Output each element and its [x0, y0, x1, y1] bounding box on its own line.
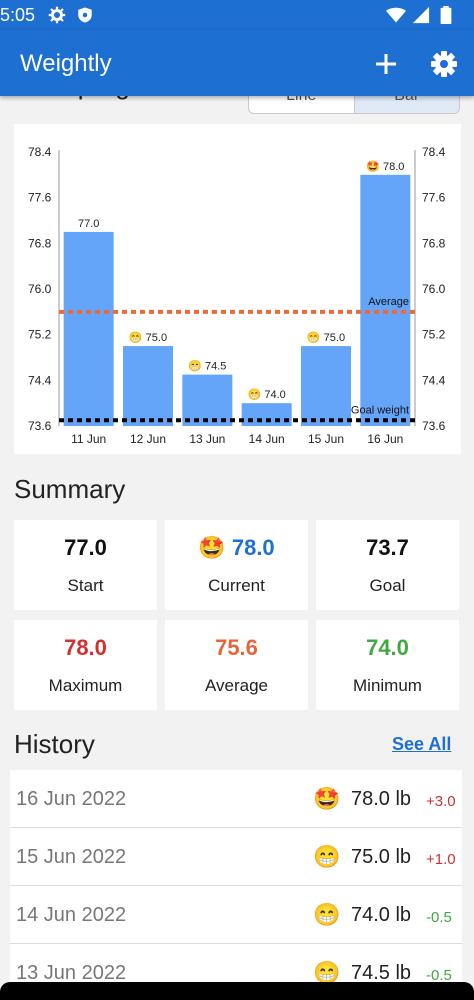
history-delta: -0.5	[426, 967, 452, 984]
stat-value: 🤩 78.0	[165, 535, 308, 561]
data-label: 🤩 78.0	[366, 160, 404, 173]
settings-status-icon	[48, 6, 66, 24]
average-label: Average	[368, 296, 409, 308]
stat-emoji: 🤩	[198, 535, 226, 560]
x-tick-label: 14 Jun	[249, 432, 285, 446]
start-stat-card: 77.0 Start	[14, 520, 157, 610]
settings-button[interactable]	[428, 48, 460, 80]
stat-label: Current	[208, 576, 265, 595]
history-weight: 74.0 lb	[351, 904, 412, 926]
history-delta: +1.0	[426, 851, 456, 868]
stat-number: 75.6	[215, 635, 258, 660]
history-row[interactable]: 16 Jun 2022 🤩 78.0 lb +3.0	[10, 770, 462, 828]
stat-label: Minimum	[353, 676, 422, 695]
data-label: 😁 75.0	[307, 331, 345, 344]
history-delta: -0.5	[426, 909, 452, 926]
weight-bar-chart: 78.4 78.4 77.6 77.6 76.8 76.8 76.0 76.0 75.2 75.2…	[28, 145, 446, 446]
y-tick-label-right: 78.4	[422, 145, 446, 159]
history-date: 13 Jun 2022	[16, 962, 127, 984]
y-tick-label-left: 78.4	[28, 145, 52, 159]
signal-icon	[412, 6, 430, 24]
y-tick-label-left: 76.8	[28, 236, 52, 250]
x-tick-label: 16 Jun	[367, 432, 403, 446]
plus-icon	[376, 54, 396, 74]
history-row[interactable]: 14 Jun 2022 😁 74.0 lb -0.5	[10, 886, 462, 944]
stat-value: 78.0	[14, 635, 157, 661]
data-bar	[241, 403, 292, 426]
history-title: History	[14, 729, 95, 759]
y-tick-label-left: 73.6	[28, 419, 52, 433]
gear-icon	[431, 51, 457, 77]
x-tick-label: 12 Jun	[130, 432, 166, 446]
summary-title: Summary	[14, 474, 126, 504]
shield-icon	[78, 7, 92, 23]
history-list: 16 Jun 2022 🤩 78.0 lb +3.0 15 Jun 2022 😁…	[10, 770, 462, 1000]
stat-number: 74.0	[366, 635, 409, 660]
y-tick-label-left: 74.4	[28, 373, 52, 387]
data-label: 😁 75.0	[129, 331, 167, 344]
y-tick-label-right: 73.6	[422, 419, 446, 433]
stat-number: 73.7	[366, 535, 409, 560]
x-tick-label: 13 Jun	[189, 432, 225, 446]
data-label: 😁 74.0	[248, 388, 286, 401]
add-entry-button[interactable]	[370, 48, 402, 80]
data-bar	[63, 231, 114, 426]
history-date: 15 Jun 2022	[16, 846, 127, 868]
y-tick-label-right: 74.4	[422, 373, 446, 387]
stat-value: 74.0	[316, 635, 459, 661]
status-bar: 5:05	[0, 0, 474, 30]
data-label: 77.0	[78, 218, 99, 230]
history-date: 16 Jun 2022	[16, 788, 127, 810]
stat-number: 77.0	[64, 535, 107, 560]
minimum-stat-card: 74.0 Minimum	[316, 620, 459, 710]
history-weight: 74.5 lb	[351, 962, 412, 984]
average-stat-card: 75.6 Average	[165, 620, 308, 710]
y-tick-label-left: 75.2	[28, 328, 52, 342]
stat-value: 77.0	[14, 535, 157, 561]
stat-value: 73.7	[316, 535, 459, 561]
mood-emoji-icon: 😁	[313, 902, 341, 927]
progress-chart-card: 78.4 78.4 77.6 77.6 76.8 76.8 76.0 76.0 75.2 75.2…	[14, 124, 461, 454]
history-delta: +3.0	[426, 793, 456, 810]
system-nav-bar	[0, 982, 474, 1000]
stat-label: Start	[67, 576, 104, 595]
app-bar: Weightly	[0, 30, 474, 96]
stat-value: 75.6	[165, 635, 308, 661]
goal-stat-card: 73.7 Goal	[316, 520, 459, 610]
mood-emoji-icon: 😁	[313, 960, 341, 985]
history-row[interactable]: 15 Jun 2022 😁 75.0 lb +1.0	[10, 828, 462, 886]
maximum-stat-card: 78.0 Maximum	[14, 620, 157, 710]
stat-label: Maximum	[48, 676, 123, 695]
wifi-icon	[386, 7, 406, 23]
history-date: 14 Jun 2022	[16, 904, 127, 926]
see-all-link[interactable]: See All	[392, 734, 452, 754]
stat-label: Average	[204, 676, 268, 695]
mood-emoji-icon: 😁	[313, 844, 341, 869]
y-tick-label-right: 76.0	[422, 282, 446, 296]
y-tick-label-left: 77.6	[28, 191, 52, 205]
x-tick-label: 15 Jun	[308, 432, 344, 446]
stat-number: 78.0	[231, 535, 275, 560]
y-tick-label-right: 77.6	[422, 191, 446, 205]
data-bar	[360, 174, 411, 426]
data-bar	[123, 346, 173, 426]
y-tick-label-left: 76.0	[28, 282, 52, 296]
stat-label: Goal	[369, 576, 406, 595]
y-tick-label-right: 75.2	[422, 328, 446, 342]
battery-icon	[440, 6, 452, 24]
history-weight: 78.0 lb	[351, 788, 412, 810]
data-label: 😁 74.5	[188, 360, 226, 373]
current-stat-card: 🤩 78.0 Current	[165, 520, 308, 610]
history-row[interactable]: 13 Jun 2022 😁 74.5 lb -0.5	[10, 944, 462, 1000]
status-time: 5:05	[0, 5, 36, 25]
goal-label: Goal weight	[351, 404, 409, 416]
data-bar	[182, 374, 233, 426]
mood-emoji-icon: 🤩	[313, 786, 341, 811]
data-bar	[301, 346, 351, 426]
x-tick-label: 11 Jun	[71, 432, 106, 446]
history-weight: 75.0 lb	[351, 846, 412, 868]
stat-number: 78.0	[64, 635, 107, 660]
app-title: Weightly	[20, 50, 112, 77]
y-tick-label-right: 76.8	[422, 236, 446, 250]
